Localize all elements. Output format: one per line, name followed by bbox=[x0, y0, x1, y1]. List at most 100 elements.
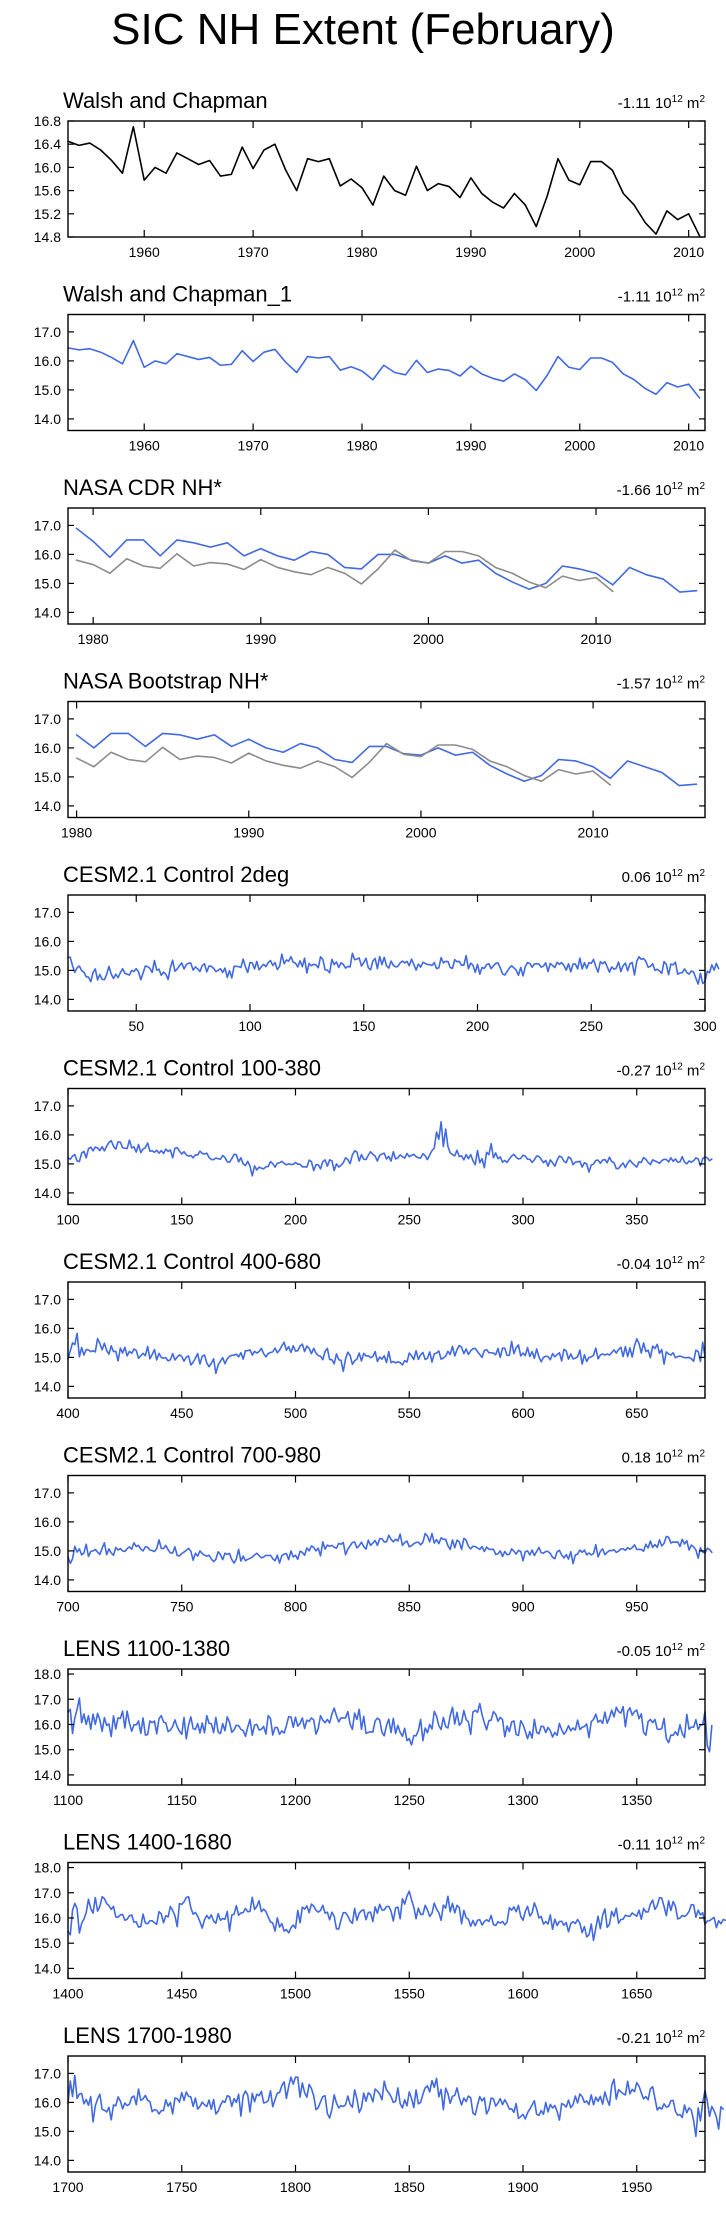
y-tick-label: 16.0 bbox=[34, 740, 61, 756]
plot-frame bbox=[67, 120, 706, 238]
x-tick-label: 1900 bbox=[507, 2179, 538, 2195]
series-line bbox=[75, 732, 698, 787]
x-tick-label: 1970 bbox=[238, 438, 269, 454]
x-tick-label: 1980 bbox=[78, 631, 109, 647]
series-line bbox=[67, 2074, 725, 2138]
plot-frame bbox=[67, 1861, 706, 1980]
x-tick-label: 1350 bbox=[621, 1792, 652, 1808]
x-tick-label: 1700 bbox=[52, 2179, 83, 2195]
panel-title: Walsh and Chapman bbox=[63, 88, 268, 113]
x-tick-label: 1960 bbox=[129, 438, 160, 454]
x-tick-label: 1500 bbox=[280, 1986, 311, 2002]
panel-title: NASA Bootstrap NH* bbox=[63, 669, 269, 694]
x-tick-label: 1250 bbox=[394, 1792, 425, 1808]
x-tick-label: 200 bbox=[466, 1018, 490, 1034]
x-tick-label: 2010 bbox=[673, 438, 704, 454]
y-tick-label: 15.0 bbox=[34, 1349, 61, 1365]
x-tick-label: 2000 bbox=[564, 438, 595, 454]
y-tick-label: 14.0 bbox=[34, 2152, 61, 2168]
y-tick-label: 16.0 bbox=[34, 546, 61, 562]
x-tick-label: 750 bbox=[170, 1599, 194, 1615]
trend-label: 0.06 1012 m2 bbox=[622, 868, 706, 886]
x-tick-label: 500 bbox=[284, 1405, 308, 1421]
x-tick-label: 1960 bbox=[129, 244, 160, 260]
y-tick-label: 17.0 bbox=[34, 904, 61, 920]
series-line bbox=[67, 1332, 706, 1375]
series-line bbox=[67, 126, 701, 237]
trend-label: -0.04 1012 m2 bbox=[617, 1255, 706, 1273]
plot-frame bbox=[67, 894, 706, 1012]
x-tick-label: 1990 bbox=[455, 244, 486, 260]
trend-label: -0.21 1012 m2 bbox=[617, 2029, 706, 2047]
plot-frame bbox=[67, 700, 706, 819]
y-tick-label: 16.4 bbox=[34, 136, 61, 152]
series-line bbox=[75, 742, 612, 786]
x-tick-label: 2000 bbox=[405, 825, 436, 841]
x-tick-label: 450 bbox=[170, 1405, 194, 1421]
x-tick-label: 2010 bbox=[580, 631, 611, 647]
trend-label: -1.66 1012 m2 bbox=[617, 481, 706, 499]
series-line bbox=[67, 1697, 713, 1753]
x-tick-label: 1650 bbox=[621, 1986, 652, 2002]
x-tick-label: 2010 bbox=[673, 244, 704, 260]
chart-panel: NASA CDR NH* -1.66 1012 m2 14.0 15.0 16.0 17.… bbox=[34, 475, 706, 647]
y-tick-label: 16.0 bbox=[34, 2094, 61, 2110]
y-tick-label: 14.0 bbox=[34, 798, 61, 814]
series-line bbox=[75, 549, 614, 593]
chart-panel: Walsh and Chapman -1.11 1012 m2 14.8 15.2 15… bbox=[34, 88, 706, 260]
y-tick-label: 14.0 bbox=[34, 604, 61, 620]
x-tick-label: 1450 bbox=[166, 1986, 197, 2002]
series-line bbox=[67, 1890, 726, 1942]
plot-frame bbox=[67, 1281, 706, 1399]
x-tick-label: 700 bbox=[56, 1599, 80, 1615]
x-tick-label: 400 bbox=[56, 1405, 80, 1421]
y-tick-label: 17.0 bbox=[34, 711, 61, 727]
y-tick-label: 16.0 bbox=[34, 1320, 61, 1336]
chart-panel: NASA Bootstrap NH* -1.57 1012 m2 14.0 15.0 1… bbox=[34, 669, 706, 841]
plot-frame bbox=[67, 1668, 706, 1786]
y-tick-label: 16.0 bbox=[34, 159, 61, 175]
y-tick-label: 14.8 bbox=[34, 229, 61, 245]
y-tick-label: 15.0 bbox=[34, 382, 61, 398]
y-tick-label: 16.0 bbox=[34, 1716, 61, 1732]
x-tick-label: 50 bbox=[128, 1018, 144, 1034]
y-tick-label: 17.0 bbox=[34, 1291, 61, 1307]
y-tick-label: 15.0 bbox=[34, 2123, 61, 2139]
y-tick-label: 17.0 bbox=[34, 517, 61, 533]
x-tick-label: 1990 bbox=[233, 825, 264, 841]
trend-label: -0.27 1012 m2 bbox=[617, 1062, 706, 1080]
y-tick-label: 14.0 bbox=[34, 1572, 61, 1588]
panel-title: CESM2.1 Control 100-380 bbox=[63, 1056, 321, 1081]
plot-frame bbox=[67, 313, 706, 432]
y-tick-label: 16.8 bbox=[34, 113, 61, 129]
x-tick-label: 1800 bbox=[280, 2179, 311, 2195]
y-tick-label: 14.0 bbox=[34, 1960, 61, 1976]
y-tick-label: 17.0 bbox=[34, 2065, 61, 2081]
trend-label: -0.11 1012 m2 bbox=[618, 1836, 706, 1854]
x-tick-label: 350 bbox=[625, 1212, 649, 1228]
x-tick-label: 1980 bbox=[346, 438, 377, 454]
y-tick-label: 16.0 bbox=[34, 1910, 61, 1926]
x-tick-label: 250 bbox=[398, 1212, 422, 1228]
y-tick-label: 17.0 bbox=[34, 324, 61, 340]
y-tick-label: 18.0 bbox=[34, 1860, 61, 1876]
x-tick-label: 800 bbox=[284, 1599, 308, 1615]
y-tick-label: 14.0 bbox=[34, 1767, 61, 1783]
x-tick-label: 2000 bbox=[413, 631, 444, 647]
series-line bbox=[67, 1121, 713, 1177]
x-tick-label: 1600 bbox=[507, 1986, 538, 2002]
panel-title: LENS 1700-1980 bbox=[63, 2023, 232, 2048]
x-tick-label: 2000 bbox=[564, 244, 595, 260]
trend-label: -1.11 1012 m2 bbox=[618, 288, 706, 306]
y-tick-label: 14.0 bbox=[34, 991, 61, 1007]
x-tick-label: 850 bbox=[398, 1599, 422, 1615]
y-tick-label: 15.0 bbox=[34, 1156, 61, 1172]
chart-panel: LENS 1400-1680 -0.11 1012 m2 14.0 15.0 16.0 1… bbox=[34, 1830, 726, 2002]
trend-label: 0.18 1012 m2 bbox=[622, 1449, 706, 1467]
x-tick-label: 1150 bbox=[167, 1792, 197, 1808]
x-tick-label: 300 bbox=[693, 1018, 717, 1034]
trend-label: -1.57 1012 m2 bbox=[617, 675, 706, 693]
y-tick-label: 15.0 bbox=[34, 1543, 61, 1559]
y-tick-label: 14.0 bbox=[34, 1185, 61, 1201]
x-tick-label: 1970 bbox=[238, 244, 269, 260]
